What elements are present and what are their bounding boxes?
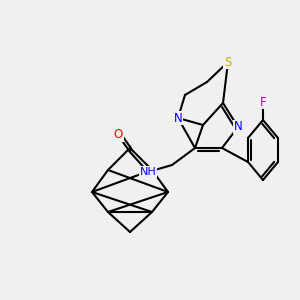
- Text: N: N: [174, 112, 182, 124]
- Text: N: N: [234, 121, 242, 134]
- Text: S: S: [224, 56, 232, 68]
- Text: NH: NH: [140, 167, 156, 177]
- Text: O: O: [113, 128, 123, 142]
- Text: F: F: [260, 95, 266, 109]
